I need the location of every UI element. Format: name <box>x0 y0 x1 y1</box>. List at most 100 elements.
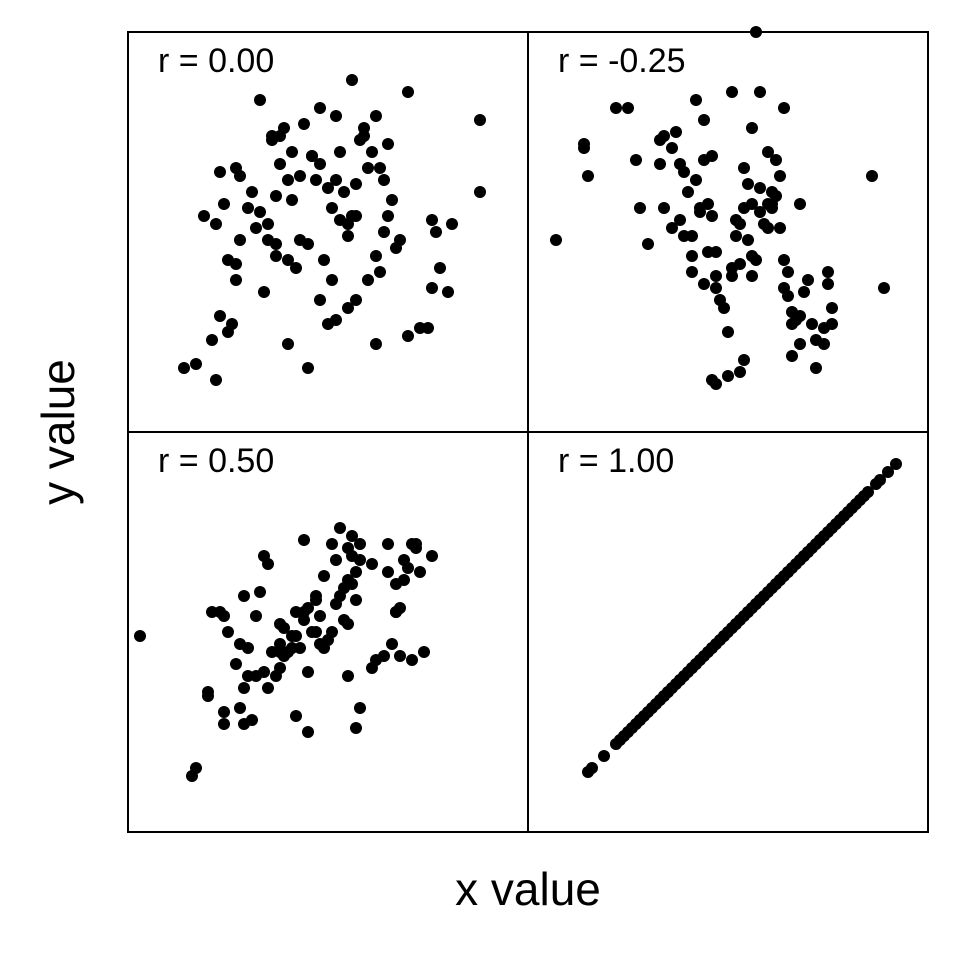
data-point <box>294 170 306 182</box>
data-point <box>878 282 890 294</box>
data-point <box>298 606 310 618</box>
data-point <box>598 750 610 762</box>
data-point <box>350 294 362 306</box>
data-point <box>678 166 690 178</box>
data-point <box>238 590 250 602</box>
data-point <box>258 286 270 298</box>
data-point <box>746 270 758 282</box>
data-point <box>258 666 270 678</box>
data-point <box>670 126 682 138</box>
data-point <box>290 262 302 274</box>
data-point <box>218 718 230 730</box>
data-point <box>218 610 230 622</box>
data-point <box>274 638 286 650</box>
data-point <box>310 174 322 186</box>
data-point <box>426 550 438 562</box>
data-point <box>622 102 634 114</box>
data-point <box>314 638 326 650</box>
data-point <box>802 274 814 286</box>
data-point <box>178 362 190 374</box>
data-point <box>890 458 902 470</box>
data-point <box>382 538 394 550</box>
data-point <box>290 630 302 642</box>
data-point <box>826 318 838 330</box>
data-point <box>446 218 458 230</box>
data-point <box>826 302 838 314</box>
data-point <box>694 206 706 218</box>
data-point <box>270 190 282 202</box>
data-point <box>806 318 818 330</box>
data-point <box>630 154 642 166</box>
data-point <box>322 318 334 330</box>
data-point <box>770 154 782 166</box>
data-point <box>250 222 262 234</box>
data-point <box>798 286 810 298</box>
data-point <box>262 218 274 230</box>
data-point <box>398 554 410 566</box>
data-point <box>254 206 266 218</box>
data-point <box>394 650 406 662</box>
data-point <box>782 290 794 302</box>
data-point <box>754 86 766 98</box>
data-point <box>754 206 766 218</box>
data-point <box>230 658 242 670</box>
data-point <box>674 214 686 226</box>
data-point <box>314 610 326 622</box>
data-point <box>382 138 394 150</box>
data-point <box>398 574 410 586</box>
panel-grid: r = 0.00 r = -0.25 r = 0.50 r = 1.00 <box>127 26 929 833</box>
data-point <box>778 254 790 266</box>
data-point <box>698 114 710 126</box>
data-point <box>326 202 338 214</box>
panel-top-left: r = 0.00 <box>127 31 529 433</box>
data-point <box>710 270 722 282</box>
data-point <box>190 762 202 774</box>
data-point <box>610 102 622 114</box>
data-point <box>386 194 398 206</box>
data-point <box>690 94 702 106</box>
data-point <box>762 222 774 234</box>
data-point <box>350 594 362 606</box>
data-point <box>642 238 654 250</box>
data-point <box>350 178 362 190</box>
data-point <box>298 534 310 546</box>
data-point <box>426 282 438 294</box>
y-axis-title: y value <box>32 359 84 505</box>
panel-bottom-right: r = 1.00 <box>527 431 929 833</box>
data-point <box>666 222 678 234</box>
data-point <box>654 158 666 170</box>
data-point <box>330 554 342 566</box>
data-point <box>414 322 426 334</box>
data-point <box>314 102 326 114</box>
data-point <box>234 702 246 714</box>
data-point <box>210 374 222 386</box>
data-point <box>350 210 362 222</box>
data-point <box>334 146 346 158</box>
data-point <box>262 682 274 694</box>
data-point <box>662 686 674 698</box>
data-point <box>306 150 318 162</box>
panel-frame <box>527 431 929 833</box>
data-point <box>578 138 590 150</box>
data-point <box>234 234 246 246</box>
data-point <box>382 566 394 578</box>
data-point <box>686 250 698 262</box>
data-point <box>358 130 370 142</box>
data-point <box>294 234 306 246</box>
data-point <box>346 530 358 542</box>
data-point <box>230 274 242 286</box>
data-point <box>314 158 326 170</box>
data-point <box>314 294 326 306</box>
data-point <box>270 250 282 262</box>
data-point <box>330 110 342 122</box>
data-point <box>698 278 710 290</box>
data-point <box>778 102 790 114</box>
data-point <box>346 578 358 590</box>
data-point <box>346 74 358 86</box>
data-point <box>342 302 354 314</box>
data-point <box>318 254 330 266</box>
data-point <box>370 338 382 350</box>
data-point <box>362 274 374 286</box>
data-point <box>366 558 378 570</box>
